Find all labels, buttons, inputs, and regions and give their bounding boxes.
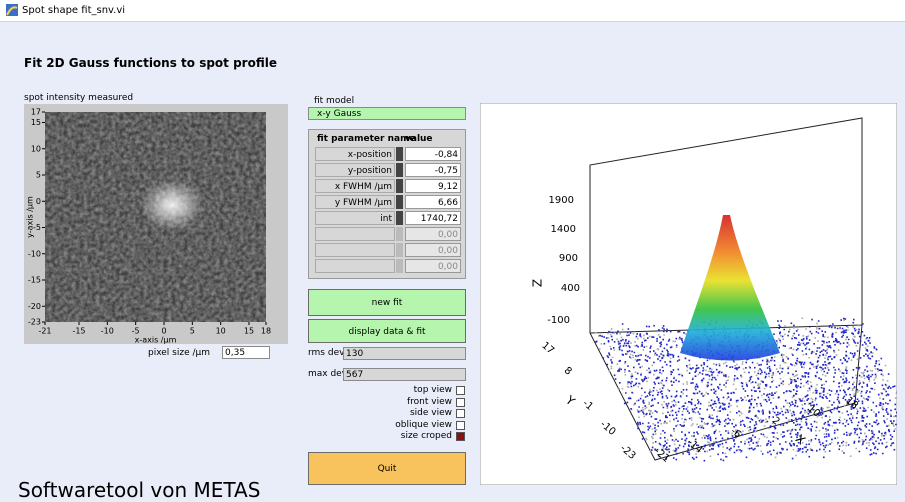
plot-background	[480, 103, 897, 485]
param-name: int	[380, 214, 392, 224]
param-value: 9,12	[405, 179, 461, 193]
fit-model-label: fit model	[314, 96, 354, 106]
param-name-cell: x-position	[315, 147, 395, 161]
spinner	[396, 227, 403, 241]
max-dev-label: max dev	[308, 369, 347, 379]
view-label: top view	[414, 385, 452, 395]
param-name-cell: y FWHM /µm	[315, 195, 395, 209]
pixel-size-input[interactable]: 0,35	[222, 346, 270, 359]
param-name: x FWHM /µm	[335, 182, 392, 192]
x-tick-label: 0	[161, 327, 166, 336]
param-name-cell: y-position	[315, 163, 395, 177]
z-tick-label: 1400	[551, 224, 576, 235]
max-dev-value: 567	[343, 368, 466, 381]
spinner	[396, 195, 403, 209]
view-label: oblique view	[395, 420, 452, 430]
rms-dev-label: rms dev	[308, 348, 344, 358]
x-axis-label: x-axis /µm	[135, 336, 177, 345]
x-tick-label: -10	[101, 327, 114, 336]
column-header: fit parameter name	[317, 134, 416, 146]
view-label: size croped	[401, 431, 452, 441]
rms-dev-value: 130	[343, 347, 466, 360]
spot	[140, 179, 204, 231]
x-tick-label: -5	[132, 327, 140, 336]
param-value: -0,84	[405, 147, 461, 161]
parameter-table: fit parameter name value x-position -0,84…	[308, 129, 466, 279]
y-axis-label: y-axis /µm	[26, 196, 35, 238]
x-tick-label: 18	[261, 327, 271, 336]
view-label: side view	[410, 408, 452, 418]
checkbox[interactable]	[456, 432, 465, 441]
param-name: x-position	[348, 150, 392, 160]
checkbox[interactable]	[456, 421, 465, 430]
param-name-cell	[315, 243, 395, 257]
x-tick-label: 15	[244, 327, 254, 336]
spinner	[396, 163, 403, 177]
checkbox[interactable]	[456, 386, 465, 395]
new-fit-button[interactable]: new fit	[308, 289, 466, 316]
y-tick-label: -20	[28, 302, 41, 311]
param-name-cell: x FWHM /µm	[315, 179, 395, 193]
z-axis-label: Z	[531, 279, 545, 287]
spinner	[396, 243, 403, 257]
footer: Softwaretool von METAS	[18, 478, 260, 502]
plot-3d: 19001400900400-100178-1-10-23-21-14-6210…	[480, 103, 897, 485]
param-name-cell	[315, 259, 395, 273]
param-name: y FWHM /µm	[335, 198, 392, 208]
fit-model-select[interactable]: x-y Gauss	[308, 107, 466, 120]
view-label: front view	[407, 397, 452, 407]
y-tick-label: -23	[28, 318, 41, 327]
param-value: 0,00	[405, 259, 461, 273]
y-tick-label: 0	[36, 197, 41, 206]
spinner	[396, 259, 403, 273]
plot-label: spot intensity measured	[24, 93, 133, 103]
y-tick-label: 17	[31, 108, 41, 117]
z-tick-label: 900	[559, 253, 578, 264]
param-value: 6,66	[405, 195, 461, 209]
title-bar: Spot shape fit_snv.vi	[0, 0, 905, 22]
spinner	[396, 147, 403, 161]
param-name-cell	[315, 227, 395, 241]
x-tick-label: -21	[38, 327, 51, 336]
z-tick-label: 400	[561, 283, 580, 294]
pixel-size-label: pixel size /µm	[148, 348, 210, 358]
z-tick-label: 1900	[549, 195, 574, 206]
checkbox[interactable]	[456, 409, 465, 418]
heading: Fit 2D Gauss functions to spot profile	[24, 56, 277, 70]
y-tick-label: 10	[31, 144, 41, 153]
x-tick-label: -15	[72, 327, 85, 336]
param-value: -0,75	[405, 163, 461, 177]
quit-button[interactable]: Quit	[308, 452, 466, 485]
x-tick-label: 10	[216, 327, 226, 336]
param-value: 1740,72	[405, 211, 461, 225]
app-icon	[6, 4, 18, 16]
x-tick-label: 5	[190, 327, 195, 336]
y-tick-label: -10	[28, 249, 41, 258]
display-button[interactable]: display data & fit	[308, 319, 466, 343]
param-value: 0,00	[405, 243, 461, 257]
y-tick-label: 5	[36, 171, 41, 180]
spinner	[396, 211, 403, 225]
spinner	[396, 179, 403, 193]
y-tick-label: -15	[28, 276, 41, 285]
param-name-cell: int	[315, 211, 395, 225]
z-tick-label: -100	[547, 315, 570, 326]
page: {"window": {"title": "Spot shape fit_snv…	[0, 0, 905, 502]
window-title: Spot shape fit_snv.vi	[22, 0, 125, 21]
param-name: y-position	[348, 166, 392, 176]
checkbox[interactable]	[456, 398, 465, 407]
column-header: value	[405, 134, 433, 146]
y-tick-label: 15	[31, 118, 41, 127]
param-value: 0,00	[405, 227, 461, 241]
